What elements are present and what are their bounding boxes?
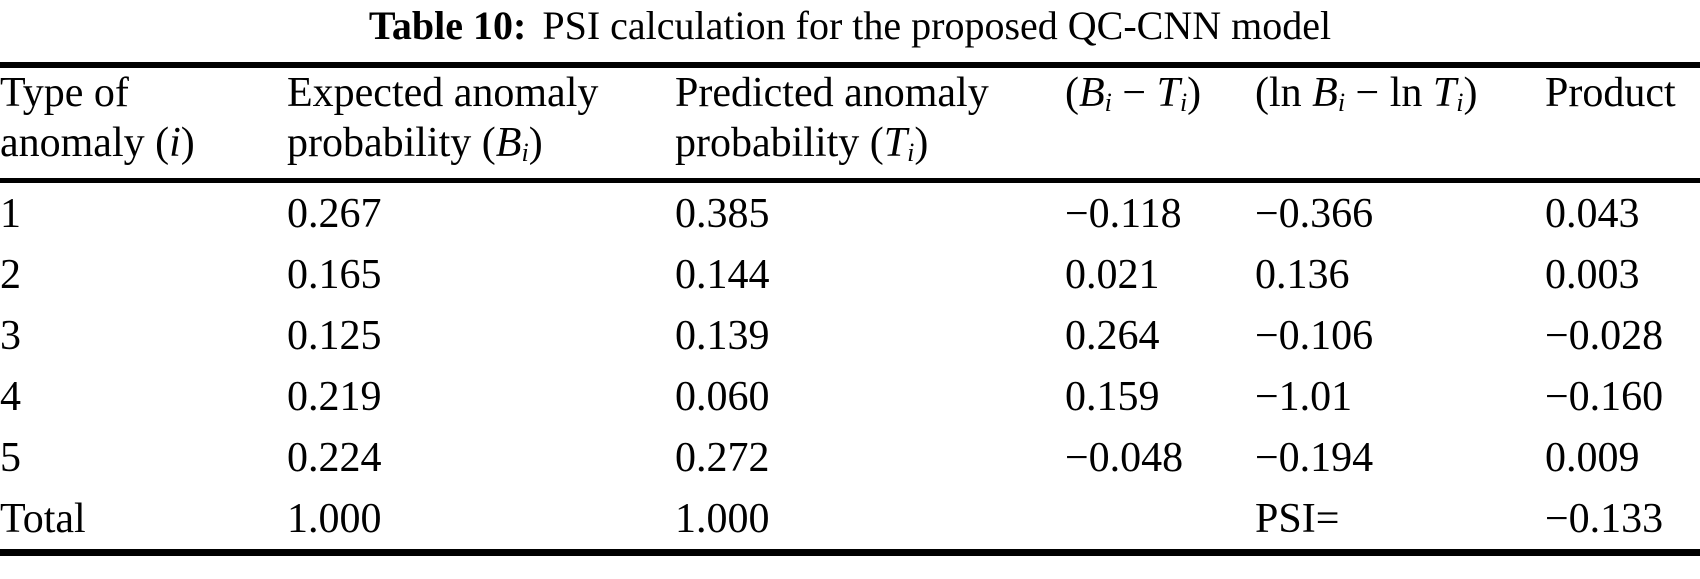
header-text-segment: − [1111,70,1157,116]
cell-expected: 0.219 [287,373,382,420]
cell-diff: 0.021 [1065,251,1160,298]
header-difference: (Bi − Ti) [1065,62,1255,184]
header-text-segment: probability ( [287,120,496,166]
cell-predicted: 0.139 [675,312,770,359]
header-text-segment: ( [1065,70,1079,116]
cell-predicted: 0.272 [675,434,770,481]
header-line: probability (Ti) [675,118,1065,178]
header-line: (ln Bi − ln Ti) [1255,68,1545,128]
header-text-segment: Type of [0,70,129,116]
cell-anomaly-type: 3 [0,312,21,359]
cell-diff: 0.264 [1065,312,1160,359]
cell-product: 0.009 [1545,434,1640,481]
table-row: 4 0.219 0.060 0.159 −1.01 −0.160 [0,366,1700,427]
cell-log-diff: 0.136 [1255,251,1350,298]
header-product: Product [1545,62,1700,184]
header-line: anomaly (i) [0,118,287,168]
cell-product: −0.160 [1545,373,1664,420]
cell-diff: −0.118 [1065,190,1182,237]
header-text-segment: (ln [1255,70,1313,116]
header-text-segment: T [1156,70,1180,116]
header-row: Type of anomaly (i) Expected anomaly pro… [0,62,1700,184]
cell-anomaly-type: 2 [0,251,21,298]
header-predicted-probability: Predicted anomaly probability (Ti) [675,62,1065,184]
header-text-segment: ) [1463,70,1478,116]
cell-total-expected: 1.000 [287,488,675,557]
cell-expected: 0.224 [287,434,382,481]
header-text-segment: ) [528,120,543,166]
cell-product: −0.028 [1545,312,1664,359]
header-type-of-anomaly: Type of anomaly (i) [0,62,287,184]
header-text-segment: anomaly ( [0,120,170,166]
header-text-segment: i [169,120,181,166]
cell-predicted: 0.144 [675,251,770,298]
cell-log-diff: −0.366 [1255,190,1374,237]
header-text-segment: Predicted anomaly [675,70,989,116]
header-line: Expected anomaly [287,68,675,118]
cell-log-diff: −0.194 [1255,434,1374,481]
header-text-segment: − ln [1345,70,1433,116]
header-text-segment: i [1179,88,1188,118]
header-text-segment: B [495,120,522,166]
cell-log-diff: −1.01 [1255,373,1353,420]
header-line: Predicted anomaly [675,68,1065,118]
header-text-segment: probability ( [675,120,884,166]
header-line: Type of [0,68,287,118]
header-text-segment: i [521,138,529,168]
cell-diff: 0.159 [1065,373,1160,420]
cell-total-label: Total [0,488,287,557]
total-row: Total 1.000 1.000 PSI= −0.133 [0,488,1700,557]
psi-table: Type of anomaly (i) Expected anomaly pro… [0,62,1700,557]
header-text-segment: i [1456,88,1464,118]
table-caption-text: PSI calculation for the proposed QC-CNN … [542,3,1332,48]
header-text-segment: T [1432,70,1457,116]
table-row: 3 0.125 0.139 0.264 −0.106 −0.028 [0,305,1700,366]
header-text-segment: B [1312,70,1338,116]
header-text-segment: i [1104,88,1112,118]
table-row: 2 0.165 0.144 0.021 0.136 0.003 [0,244,1700,305]
cell-expected: 0.125 [287,312,382,359]
header-line: probability (Bi) [287,118,675,178]
cell-predicted: 0.385 [675,190,770,237]
header-log-difference: (ln Bi − ln Ti) [1255,62,1545,184]
header-expected-probability: Expected anomaly probability (Bi) [287,62,675,184]
header-text-segment: Product [1545,70,1676,116]
header-text-segment: ) [1187,70,1202,116]
cell-expected: 0.165 [287,251,382,298]
cell-product: 0.003 [1545,251,1640,298]
cell-product: 0.043 [1545,190,1640,237]
header-text-segment: ) [180,120,195,166]
cell-anomaly-type: 4 [0,373,21,420]
cell-diff: −0.048 [1065,434,1184,481]
table-row: 5 0.224 0.272 −0.048 −0.194 0.009 [0,427,1700,488]
header-text-segment: Expected anomaly [287,70,599,116]
header-line: Product [1545,68,1700,118]
cell-psi-value: −0.133 [1545,488,1700,557]
table-caption-label: Table 10: [368,3,527,48]
header-text-segment: i [907,138,915,168]
cell-predicted: 0.060 [675,373,770,420]
header-text-segment: ) [914,120,929,166]
cell-expected: 0.267 [287,190,382,237]
header-text-segment: i [1337,88,1346,118]
cell-total-predicted: 1.000 [675,488,1065,557]
cell-total-diff [1065,488,1255,557]
table-caption: Table 10: PSI calculation for the propose… [0,2,1700,50]
cell-anomaly-type: 5 [0,434,21,481]
header-text-segment: B [1079,70,1105,116]
header-line: (Bi − Ti) [1065,68,1255,128]
cell-log-diff: −0.106 [1255,312,1374,359]
header-text-segment: T [883,120,908,166]
cell-psi-label: PSI= [1255,488,1545,557]
cell-anomaly-type: 1 [0,190,21,237]
table-row: 1 0.267 0.385 −0.118 −0.366 0.043 [0,181,1700,245]
